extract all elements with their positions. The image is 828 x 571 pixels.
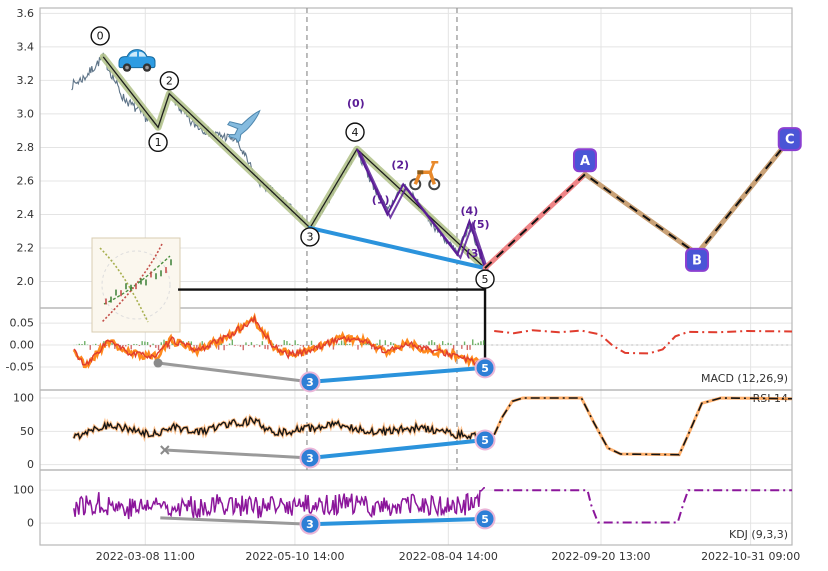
badge-label: 3 — [306, 376, 314, 389]
y-tick-label: 2.6 — [17, 174, 35, 187]
x-tick-label: 2022-05-10 14:00 — [245, 550, 344, 563]
badge-label: 3 — [306, 452, 314, 465]
macd-target-line[interactable] — [308, 365, 487, 384]
projection-dashed-overlay — [484, 138, 791, 269]
kdj-projection-line — [494, 489, 792, 524]
macd-start-dot — [153, 358, 163, 368]
projection-segment — [694, 136, 793, 257]
y-tick-label: 0 — [27, 517, 34, 530]
y-tick-label: 0 — [27, 458, 34, 471]
wave-marker-label: 5 — [482, 273, 489, 286]
rsi-start-cross — [160, 445, 170, 455]
macd-gray-connector — [157, 361, 311, 384]
plot-frame — [39, 7, 793, 546]
subwave-label: (3) — [466, 247, 484, 260]
y-tick-label: 0.05 — [10, 317, 35, 330]
wave-marker-4[interactable] — [345, 122, 365, 142]
target-line-price[interactable] — [307, 225, 488, 271]
badge-label: 5 — [481, 513, 489, 526]
airplane-icon — [227, 109, 261, 143]
x-tick-label: 2022-10-31 09:00 — [701, 550, 800, 563]
inset-pattern-thumbnail — [91, 237, 181, 333]
wave-marker-3[interactable] — [300, 227, 320, 247]
rsi-line — [73, 415, 486, 442]
wave-marker-label: 2 — [166, 75, 173, 88]
kdj-line — [73, 487, 485, 520]
y-tick-label: 2.8 — [17, 141, 35, 154]
x-tick-label: 2022-09-20 13:00 — [551, 550, 650, 563]
y-tick-label: 3.0 — [17, 107, 35, 120]
wave-marker-label: 3 — [306, 231, 313, 244]
wave-marker-label: 0 — [97, 30, 104, 43]
x-tick-label: 2022-03-08 11:00 — [96, 550, 195, 563]
projection-marker-A[interactable] — [572, 148, 597, 173]
projection-marker-label: C — [785, 133, 795, 148]
projection-marker-C[interactable] — [777, 127, 802, 152]
subwave-label: (1) — [372, 194, 390, 207]
badge-label: 3 — [306, 518, 314, 531]
y-tick-label: 3.4 — [17, 40, 35, 53]
car-icon — [118, 49, 156, 72]
y-tick-label: 2.2 — [17, 242, 35, 255]
panel-label-macd: MACD (12,26,9) — [701, 372, 788, 385]
y-tick-label: 100 — [13, 484, 34, 497]
badge-label: 5 — [481, 362, 489, 375]
kdj-target-line[interactable] — [308, 516, 487, 527]
projection-marker-label: A — [580, 154, 590, 169]
wave-marker-1[interactable] — [148, 132, 168, 153]
rsi-target-line[interactable] — [308, 438, 487, 460]
kdj-gray-connector — [160, 516, 311, 526]
projection-marker-B[interactable] — [685, 247, 710, 272]
y-tick-label: 2.0 — [17, 275, 35, 288]
macd-dif-line — [72, 312, 487, 374]
panel-label-kdj: KDJ (9,3,3) — [729, 528, 788, 541]
wave-marker-label: 1 — [155, 136, 162, 149]
macd-badge-3[interactable] — [299, 371, 321, 393]
subwave-label: (0) — [347, 97, 365, 110]
rsi-projection-line — [493, 397, 793, 456]
projection-marker-label: B — [692, 253, 702, 268]
macd-dea-line — [73, 314, 486, 370]
rsi-badge-3[interactable] — [299, 447, 321, 469]
y-tick-label: 0.00 — [10, 339, 35, 352]
scooter-icon — [409, 161, 441, 191]
wave-marker-5[interactable] — [475, 269, 495, 289]
projection-segment — [582, 171, 700, 257]
badge-label: 5 — [481, 434, 489, 447]
y-tick-label: 3.6 — [17, 7, 35, 20]
subwave-label: (5) — [472, 218, 490, 231]
wave-marker-0[interactable] — [90, 26, 110, 46]
wave-marker-label: 4 — [352, 126, 359, 139]
macd-projection-line — [494, 329, 793, 355]
x-tick-label: 2022-08-04 14:00 — [399, 550, 498, 563]
kdj-badge-3[interactable] — [299, 513, 321, 535]
subwave-zigzag-shadow — [359, 151, 489, 272]
subwave-label: (2) — [391, 158, 409, 171]
wave-marker-2[interactable] — [159, 71, 180, 91]
y-tick-label: 50 — [20, 425, 34, 438]
y-tick-label: -0.05 — [6, 360, 34, 373]
wave-zigzag — [102, 56, 486, 269]
y-tick-label: 100 — [13, 392, 34, 405]
rsi-gray-connector — [164, 448, 311, 460]
y-tick-label: 2.4 — [17, 208, 35, 221]
macd-badge-5[interactable] — [474, 357, 496, 379]
kdj-badge-5[interactable] — [474, 508, 496, 530]
subwave-label: (4) — [461, 204, 479, 217]
rsi-badge-5[interactable] — [474, 429, 496, 451]
y-tick-label: 3.2 — [17, 74, 35, 87]
